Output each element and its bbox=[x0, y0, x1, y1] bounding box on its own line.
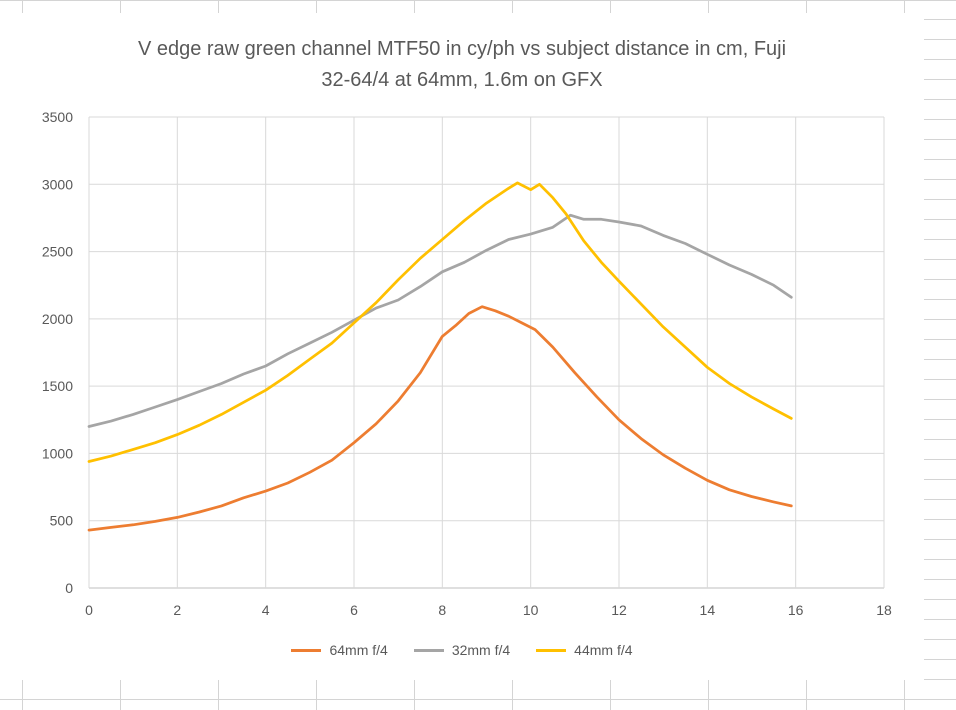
legend-label-64mm: 64mm f/4 bbox=[329, 642, 388, 658]
series-line-1 bbox=[87, 213, 793, 428]
series-line-2 bbox=[87, 181, 793, 463]
y-tick-label: 3000 bbox=[42, 176, 73, 192]
y-tick-label: 2000 bbox=[42, 311, 73, 327]
legend-label-44mm: 44mm f/4 bbox=[574, 642, 633, 658]
legend-item-64mm: 64mm f/4 bbox=[291, 642, 388, 658]
x-tick-label: 10 bbox=[523, 602, 539, 618]
legend-item-44mm: 44mm f/4 bbox=[536, 642, 633, 658]
x-tick-label: 12 bbox=[611, 602, 627, 618]
y-tick-label: 3500 bbox=[42, 109, 73, 125]
y-tick-label: 500 bbox=[50, 513, 74, 529]
legend-swatch-32mm bbox=[413, 648, 444, 652]
x-tick-label: 16 bbox=[788, 602, 804, 618]
x-tick-label: 8 bbox=[438, 602, 446, 618]
legend-item-32mm: 32mm f/4 bbox=[413, 642, 511, 658]
chart-legend: 64mm f/4 32mm f/4 44mm f/4 bbox=[0, 642, 924, 658]
x-tick-label: 18 bbox=[876, 602, 892, 618]
y-tick-label: 0 bbox=[65, 580, 73, 596]
legend-swatch-64mm bbox=[291, 648, 322, 652]
y-tick-label: 2500 bbox=[42, 244, 73, 260]
chart-area[interactable]: V edge raw green channel MTF50 in cy/ph … bbox=[0, 13, 924, 680]
y-tick-label: 1500 bbox=[42, 378, 73, 394]
x-tick-label: 2 bbox=[173, 602, 181, 618]
chart-title-line-1: V edge raw green channel MTF50 in cy/ph … bbox=[137, 38, 787, 60]
x-tick-label: 6 bbox=[350, 602, 358, 618]
x-tick-label: 14 bbox=[700, 602, 716, 618]
chart-plot: 0 500 1000 1500 2000 2500 3000 3500 0 2 4 6 8 10 12 14 1… bbox=[42, 109, 892, 618]
x-tick-label: 0 bbox=[85, 602, 93, 618]
legend-label-32mm: 32mm f/4 bbox=[451, 642, 511, 658]
series-line-0 bbox=[87, 305, 793, 532]
legend-swatch-44mm bbox=[536, 648, 567, 652]
chart-title-line-2: 32-64/4 at 64mm, 1.6m on GFX bbox=[321, 69, 603, 91]
x-tick-label: 4 bbox=[262, 602, 270, 618]
y-tick-label: 1000 bbox=[42, 445, 73, 461]
